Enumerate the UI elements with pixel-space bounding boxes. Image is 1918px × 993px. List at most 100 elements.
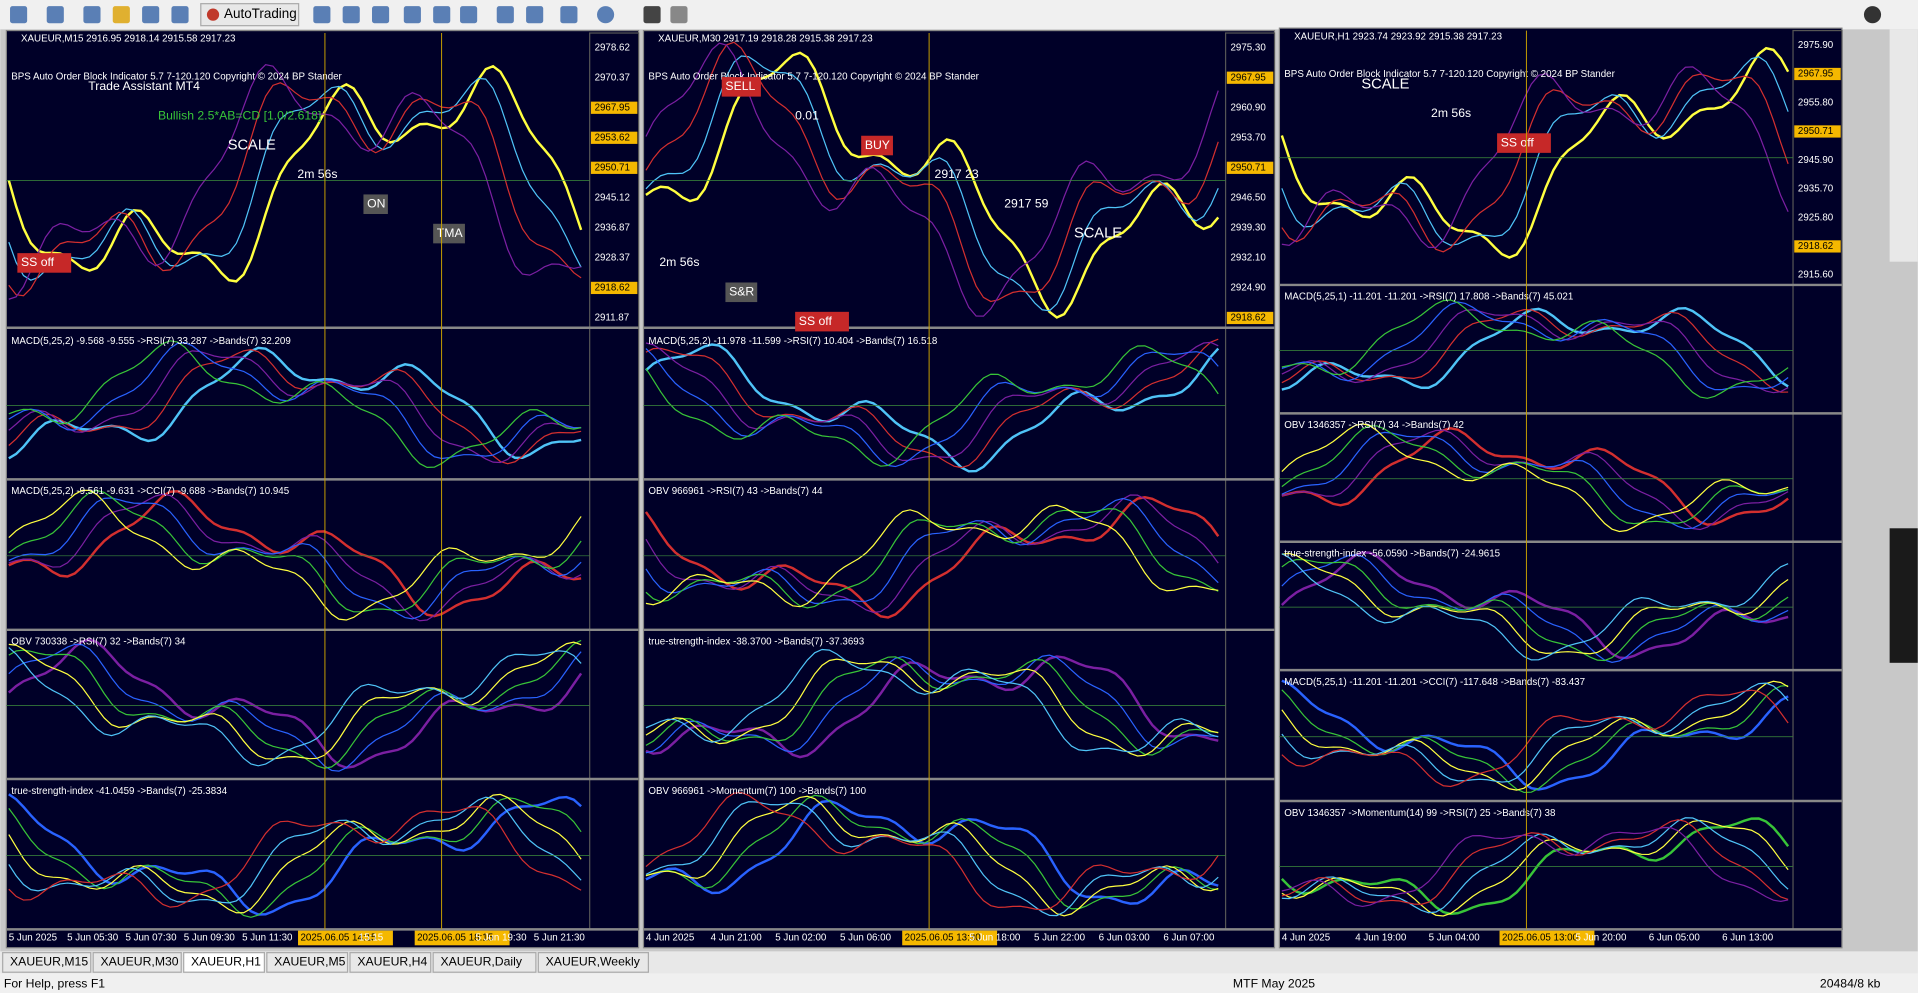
chart-label: TMA <box>437 226 464 240</box>
chart-title: XAUEUR,H1 2923.74 2923.92 2915.38 2917.2… <box>1294 31 1502 42</box>
search-icon[interactable] <box>1863 6 1882 24</box>
indicator-line <box>1281 819 1789 905</box>
time-label: 5 Jun 05:30 <box>67 933 119 944</box>
indicator-line <box>1281 425 1789 525</box>
indicator-line <box>1281 554 1789 663</box>
icon[interactable] <box>171 6 189 24</box>
indicator-line <box>1281 301 1789 391</box>
time-label: 2025.06.05 14:15 <box>300 933 377 944</box>
indicator-line <box>645 348 1219 468</box>
price-label: 2946.50 <box>1230 192 1266 203</box>
icon[interactable] <box>10 6 28 24</box>
indicator-line <box>1281 553 1789 661</box>
chart-button[interactable] <box>861 135 893 156</box>
chart-label: S&R <box>729 285 754 299</box>
chart-label: 2917 23 <box>935 167 979 181</box>
price-label: 2950.71 <box>595 162 630 173</box>
indicator-line <box>1281 552 1789 655</box>
chart-tab[interactable] <box>432 952 537 973</box>
chart-tab[interactable] <box>183 952 266 973</box>
subwindow-label: MACD(5,25,1) -11.201 -11.201 ->CCI(7) -1… <box>1284 677 1585 688</box>
icon[interactable] <box>83 6 101 24</box>
price-marker <box>590 161 638 174</box>
icon[interactable] <box>597 6 615 24</box>
time-label: 6 Jun 13:00 <box>1722 933 1774 944</box>
price-label: 2953.62 <box>595 132 630 143</box>
price-label: 2975.30 <box>1230 42 1266 53</box>
subwindow-label: true-strength-index -41.0459 ->Bands(7) … <box>11 786 227 797</box>
icon[interactable] <box>643 6 661 24</box>
chart-tab[interactable] <box>92 952 182 973</box>
time-label: 4 Jun 2025 <box>646 933 695 944</box>
indicator-line <box>645 794 1219 910</box>
chart-tab[interactable] <box>349 952 432 973</box>
price-marker <box>590 131 638 144</box>
icon[interactable] <box>433 6 451 24</box>
indicator-line <box>8 489 582 618</box>
time-label: 2025.06.05 13:00 <box>1502 933 1579 944</box>
indicator-line <box>8 497 582 620</box>
indicator-line <box>645 799 1219 905</box>
chart-label: BPS Auto Order Block Indicator 5.7 7-120… <box>11 72 342 83</box>
chart-tab-label: XAUEUR,H1 <box>191 955 261 969</box>
price-label: 2967.95 <box>595 102 631 113</box>
autotrading-button[interactable] <box>200 3 300 27</box>
icon[interactable] <box>46 6 64 24</box>
icon[interactable] <box>372 6 390 24</box>
price-label: 2918.62 <box>595 283 630 294</box>
price-label: 2925.80 <box>1798 212 1834 223</box>
time-label: 15:15 <box>359 933 384 944</box>
chart-label: BPS Auto Order Block Indicator 5.7 7-120… <box>1284 69 1615 80</box>
indicator-line <box>645 648 1219 753</box>
icon[interactable] <box>403 6 421 24</box>
icon[interactable] <box>460 6 478 24</box>
subwindow-label: OBV 730338 ->RSI(7) 32 ->Bands(7) 34 <box>11 637 186 648</box>
indicator-line <box>645 41 1219 303</box>
indicator-line <box>1281 431 1789 530</box>
indicator-line <box>8 639 582 769</box>
chart-tab-label: XAUEUR,H4 <box>357 955 427 969</box>
price-label: 2911.87 <box>595 313 630 324</box>
icon[interactable] <box>112 6 130 24</box>
icon[interactable] <box>526 6 544 24</box>
chart-tab[interactable] <box>537 952 649 973</box>
price-label: 2945.12 <box>595 192 630 203</box>
price-label: 2945.90 <box>1798 155 1834 166</box>
indicator-line <box>1281 679 1789 791</box>
price-label: 2960.90 <box>1230 102 1266 113</box>
indicator-line <box>645 801 1219 917</box>
chart-label: BPS Auto Order Block Indicator 5.7 7-120… <box>648 72 979 83</box>
chart-button[interactable] <box>363 194 388 215</box>
chart-label: SCALE <box>228 137 276 153</box>
chart-button[interactable] <box>17 253 72 273</box>
icon[interactable] <box>142 6 160 24</box>
indicator-line <box>1281 309 1789 394</box>
indicator-line <box>8 489 582 621</box>
chart-label: 2m 56s <box>1431 106 1471 120</box>
icon[interactable] <box>560 6 578 24</box>
indicator-line <box>1281 551 1789 660</box>
price-marker <box>1794 67 1841 81</box>
price-label: 2928.37 <box>595 252 630 263</box>
icon[interactable] <box>496 6 514 24</box>
indicator-line <box>645 655 1219 759</box>
chart-tab[interactable] <box>266 952 349 973</box>
icon[interactable] <box>313 6 331 24</box>
chart-label: 2m 56s <box>659 255 699 269</box>
chart-button[interactable] <box>725 282 758 303</box>
price-label: 2932.10 <box>1230 252 1266 263</box>
icon[interactable] <box>670 6 688 24</box>
time-label: 5 Jun 04:00 <box>1429 933 1481 944</box>
icon[interactable] <box>342 6 360 24</box>
price-label: 2935.70 <box>1798 184 1834 195</box>
chart-button[interactable] <box>795 311 849 332</box>
chart-button[interactable] <box>1497 133 1551 153</box>
time-label: 5 Jun 11:30 <box>242 933 293 944</box>
time-label: 4 Jun 19:00 <box>1355 933 1407 944</box>
subwindow-label: OBV 1346357 ->Momentum(14) 99 ->RSI(7) 2… <box>1284 808 1555 819</box>
chart-button[interactable] <box>721 77 761 97</box>
chart-tab[interactable] <box>2 952 92 973</box>
time-marker <box>1499 930 1595 946</box>
chart-title: XAUEUR,M30 2917.19 2918.28 2915.38 2917.… <box>658 34 872 45</box>
time-label: 5 Jun 18:00 <box>969 933 1021 944</box>
